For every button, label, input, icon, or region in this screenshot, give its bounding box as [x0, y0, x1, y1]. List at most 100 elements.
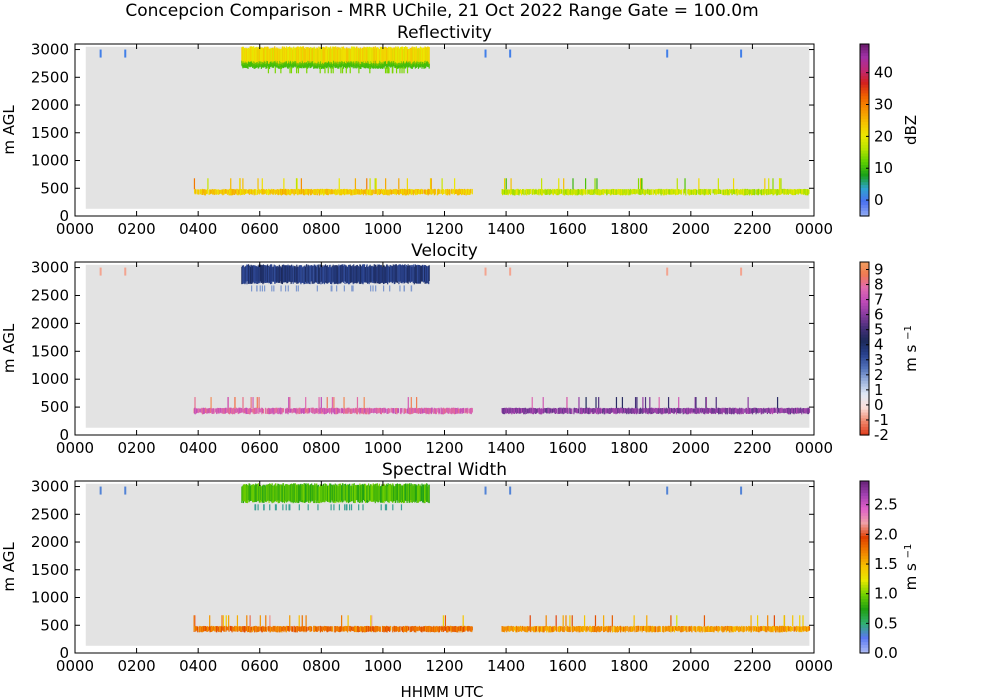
colorbar-tick-label: 1.5: [874, 555, 898, 573]
bottom_band-cell: [783, 626, 785, 632]
bottom_band-cell: [626, 625, 628, 632]
bottom_band-cell: [608, 189, 610, 194]
bottom_band-cell: [409, 189, 411, 194]
colorbar-segment: [860, 632, 869, 637]
x-tick-label: 1400: [487, 220, 525, 238]
bottom_band-cell: [332, 189, 334, 195]
bottom_band-cell: [328, 626, 330, 632]
bottom_band-cell: [372, 189, 374, 194]
bottom_band-cell: [721, 189, 723, 195]
bottom_band-cell: [716, 626, 718, 632]
bottom_band-cell: [687, 626, 689, 633]
colorbar-label: dBZ: [902, 115, 920, 145]
spike-mark: [462, 615, 464, 627]
bottom_band-cell: [282, 408, 285, 413]
bottom_band-cell: [525, 407, 527, 413]
colorbar-tick-label: 30: [874, 96, 893, 114]
bottom_band-cell: [307, 626, 310, 631]
bottom_band-cell: [208, 408, 210, 414]
spike-mark: [283, 178, 285, 190]
bottom_band-cell: [459, 626, 462, 631]
spike-mark: [542, 397, 544, 409]
spike-mark: [594, 178, 596, 190]
fallstreak-mark: [332, 67, 334, 74]
bottom_band-cell: [607, 408, 609, 414]
layer-cell: [428, 484, 430, 504]
layer-edge-cell: [370, 63, 372, 69]
data-marks: [99, 264, 811, 415]
bottom_band-cell: [464, 408, 466, 414]
bottom_band-cell: [786, 626, 788, 632]
bottom_band-cell: [643, 626, 645, 631]
spike-mark: [640, 178, 642, 190]
bottom_band-cell: [251, 408, 253, 413]
bottom_band-cell: [340, 189, 343, 196]
spike-mark: [298, 615, 300, 627]
bottom_band-cell: [625, 626, 627, 631]
bottom_band-cell: [339, 408, 341, 414]
layer-cell: [428, 265, 430, 282]
spike-mark: [193, 178, 196, 190]
bottom_band-cell: [758, 408, 760, 413]
bottom_band-cell: [417, 408, 420, 414]
fallstreak-mark: [372, 285, 374, 292]
bottom_band-cell: [227, 189, 229, 194]
colorbar-segment: [860, 167, 869, 171]
colorbar-segment: [860, 509, 869, 514]
spike-mark: [596, 178, 598, 190]
bottom_band-cell: [228, 625, 230, 632]
bottom_band-cell: [319, 625, 321, 633]
bottom_band-cell: [576, 626, 578, 633]
fallstreak-mark: [319, 67, 321, 74]
x-tick-label: 0200: [117, 657, 155, 675]
fallstreak-mark: [395, 67, 398, 74]
bottom_band-cell: [764, 625, 766, 632]
bottom_band-cell: [210, 189, 212, 194]
bottom_band-cell: [720, 189, 722, 194]
bottom_band-cell: [650, 189, 653, 195]
colorbar-segment: [860, 521, 869, 525]
spike-mark: [343, 397, 345, 409]
x-tick-label: 0000: [56, 657, 94, 675]
colorbar-segment: [860, 342, 869, 347]
bottom_band-cell: [393, 408, 395, 414]
layer-edge-cell: [247, 63, 249, 69]
colorbar-tick-label: 6: [874, 306, 884, 324]
bottom_band-cell: [771, 408, 774, 415]
spike-mark: [221, 615, 223, 627]
colorbar-label-exponent: −1: [903, 544, 914, 559]
bottom_band-cell: [719, 626, 721, 631]
bottom_band-cell: [523, 189, 525, 196]
isolated-echo-mark: [99, 49, 102, 58]
colorbar-segment: [860, 569, 869, 574]
bottom_band-cell: [679, 189, 681, 194]
bottom_band-cell: [259, 626, 261, 631]
bottom_band-cell: [673, 626, 676, 633]
bottom_band-cell: [242, 408, 244, 413]
bottom_band-cell: [465, 626, 467, 631]
spike-mark: [320, 397, 322, 409]
bottom_band-cell: [622, 189, 624, 196]
bottom_band-cell: [693, 626, 695, 631]
colorbar-segment: [860, 293, 869, 298]
spike-mark: [541, 178, 543, 190]
colorbar-segment: [860, 311, 869, 315]
colorbar-segment: [860, 417, 869, 422]
spike-mark: [778, 178, 781, 190]
colorbar-segment: [860, 195, 869, 200]
colorbar-segment: [860, 101, 869, 105]
bottom_band-cell: [725, 408, 727, 414]
bottom_band-cell: [461, 626, 464, 633]
spike-mark: [227, 397, 229, 409]
colorbar-segment: [860, 368, 869, 373]
bottom_band-cell: [213, 408, 215, 414]
fallstreak-mark: [251, 285, 253, 292]
spike-mark: [207, 178, 209, 190]
bottom_band-cell: [217, 189, 219, 195]
bottom_band-cell: [242, 626, 244, 632]
bottom_band-cell: [713, 626, 715, 633]
bottom_band-cell: [629, 408, 631, 414]
bottom_band-cell: [718, 407, 720, 415]
bottom_band-cell: [372, 408, 374, 413]
bottom_band-cell: [546, 189, 548, 195]
